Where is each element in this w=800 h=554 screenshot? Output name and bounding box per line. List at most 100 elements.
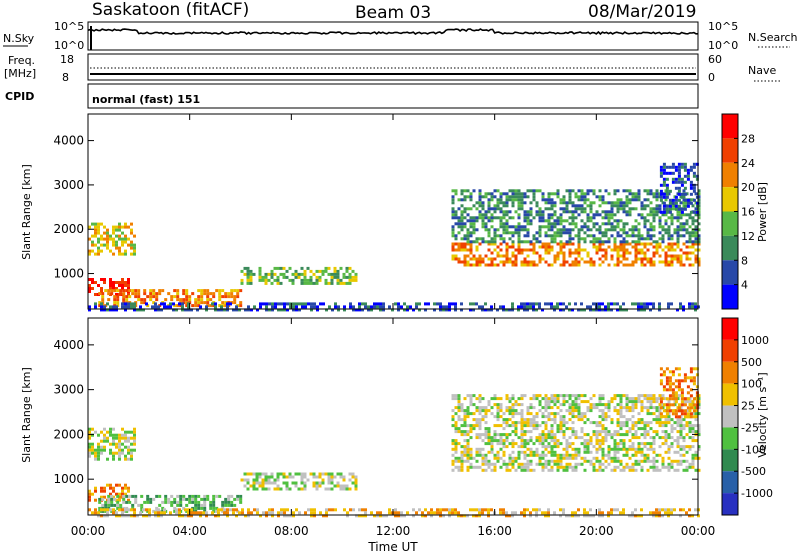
range-cell	[523, 195, 527, 199]
range-cell	[646, 248, 650, 252]
range-cell	[517, 453, 521, 457]
range-cell	[520, 263, 524, 267]
range-cell	[354, 275, 358, 279]
range-cell	[226, 308, 229, 312]
range-cell	[628, 427, 632, 431]
range-cell	[336, 484, 340, 488]
range-cell	[668, 403, 672, 407]
range-cell	[532, 418, 536, 422]
range-cell	[604, 201, 608, 205]
range-cell	[155, 298, 159, 302]
range-cell	[382, 514, 385, 518]
range-cell	[112, 433, 115, 437]
range-cell	[113, 301, 117, 305]
range-cell	[358, 302, 361, 306]
range-cell	[514, 442, 518, 446]
range-cell	[388, 305, 391, 309]
range-cell	[688, 445, 692, 449]
range-cell	[640, 257, 644, 261]
range-cell	[640, 216, 644, 220]
range-cell	[152, 301, 156, 305]
range-cell	[541, 213, 545, 217]
range-cell	[475, 240, 479, 244]
range-cell	[221, 289, 225, 293]
range-cell	[613, 433, 617, 437]
range-cell	[478, 394, 482, 398]
range-cell	[625, 222, 629, 226]
range-cell	[118, 498, 121, 502]
range-cell	[589, 201, 593, 205]
range-cell	[475, 257, 479, 261]
range-cell	[164, 298, 168, 302]
range-cell	[688, 421, 692, 425]
range-cell	[686, 177, 690, 181]
range-cell	[292, 302, 295, 306]
range-cell	[217, 514, 220, 518]
range-cell	[394, 508, 397, 512]
range-cell	[562, 225, 566, 229]
range-cell	[122, 295, 126, 299]
range-cell	[170, 494, 174, 498]
range-cell	[686, 376, 690, 380]
range-cell	[478, 409, 482, 413]
range-cell	[493, 207, 497, 211]
range-cell	[176, 298, 180, 302]
range-cell	[544, 439, 548, 443]
range-cell	[565, 189, 569, 193]
range-cell	[511, 231, 515, 235]
range-cell	[460, 453, 464, 457]
range-cell	[541, 468, 545, 472]
range-cell	[667, 468, 671, 472]
range-cell	[252, 478, 256, 482]
range-cell	[538, 456, 542, 460]
range-cell	[677, 192, 681, 196]
range-cell	[532, 453, 536, 457]
range-cell	[547, 459, 551, 463]
range-cell	[688, 424, 692, 428]
range-cell	[496, 453, 500, 457]
range-cell	[637, 427, 641, 431]
colorbar-swatch	[722, 187, 738, 212]
range-cell	[616, 508, 619, 512]
range-cell	[309, 278, 313, 282]
range-cell	[637, 231, 641, 235]
range-cell	[118, 284, 121, 287]
range-cell	[297, 472, 301, 476]
range-cell	[345, 275, 349, 279]
range-cell	[520, 436, 524, 440]
range-cell	[601, 447, 605, 451]
range-cell	[541, 198, 545, 202]
range-cell	[303, 272, 307, 276]
range-cell	[544, 421, 548, 425]
range-cell	[668, 207, 672, 211]
range-cell	[502, 225, 506, 229]
range-cell	[351, 475, 355, 479]
range-cell	[490, 213, 494, 217]
range-cell	[133, 511, 136, 515]
range-cell	[185, 289, 189, 293]
range-cell	[188, 497, 192, 501]
range-cell	[664, 450, 668, 454]
range-cell	[233, 295, 237, 299]
range-cell	[643, 456, 647, 460]
range-cell	[454, 427, 458, 431]
range-cell	[451, 397, 455, 401]
range-cell	[547, 302, 550, 306]
range-cell	[517, 231, 521, 235]
range-cell	[619, 397, 623, 401]
range-cell	[631, 511, 634, 515]
range-cell	[679, 436, 683, 440]
range-cell	[487, 204, 491, 208]
range-cell	[517, 436, 521, 440]
range-cell	[616, 251, 620, 255]
range-cell	[580, 198, 584, 202]
range-cell	[361, 308, 364, 312]
range-cell	[697, 216, 701, 220]
range-cell	[463, 257, 467, 261]
range-cell	[673, 228, 677, 232]
range-cell	[559, 465, 563, 469]
range-cell	[472, 228, 476, 232]
range-cell	[664, 213, 668, 217]
range-cell	[622, 207, 626, 211]
range-cell	[643, 198, 647, 202]
